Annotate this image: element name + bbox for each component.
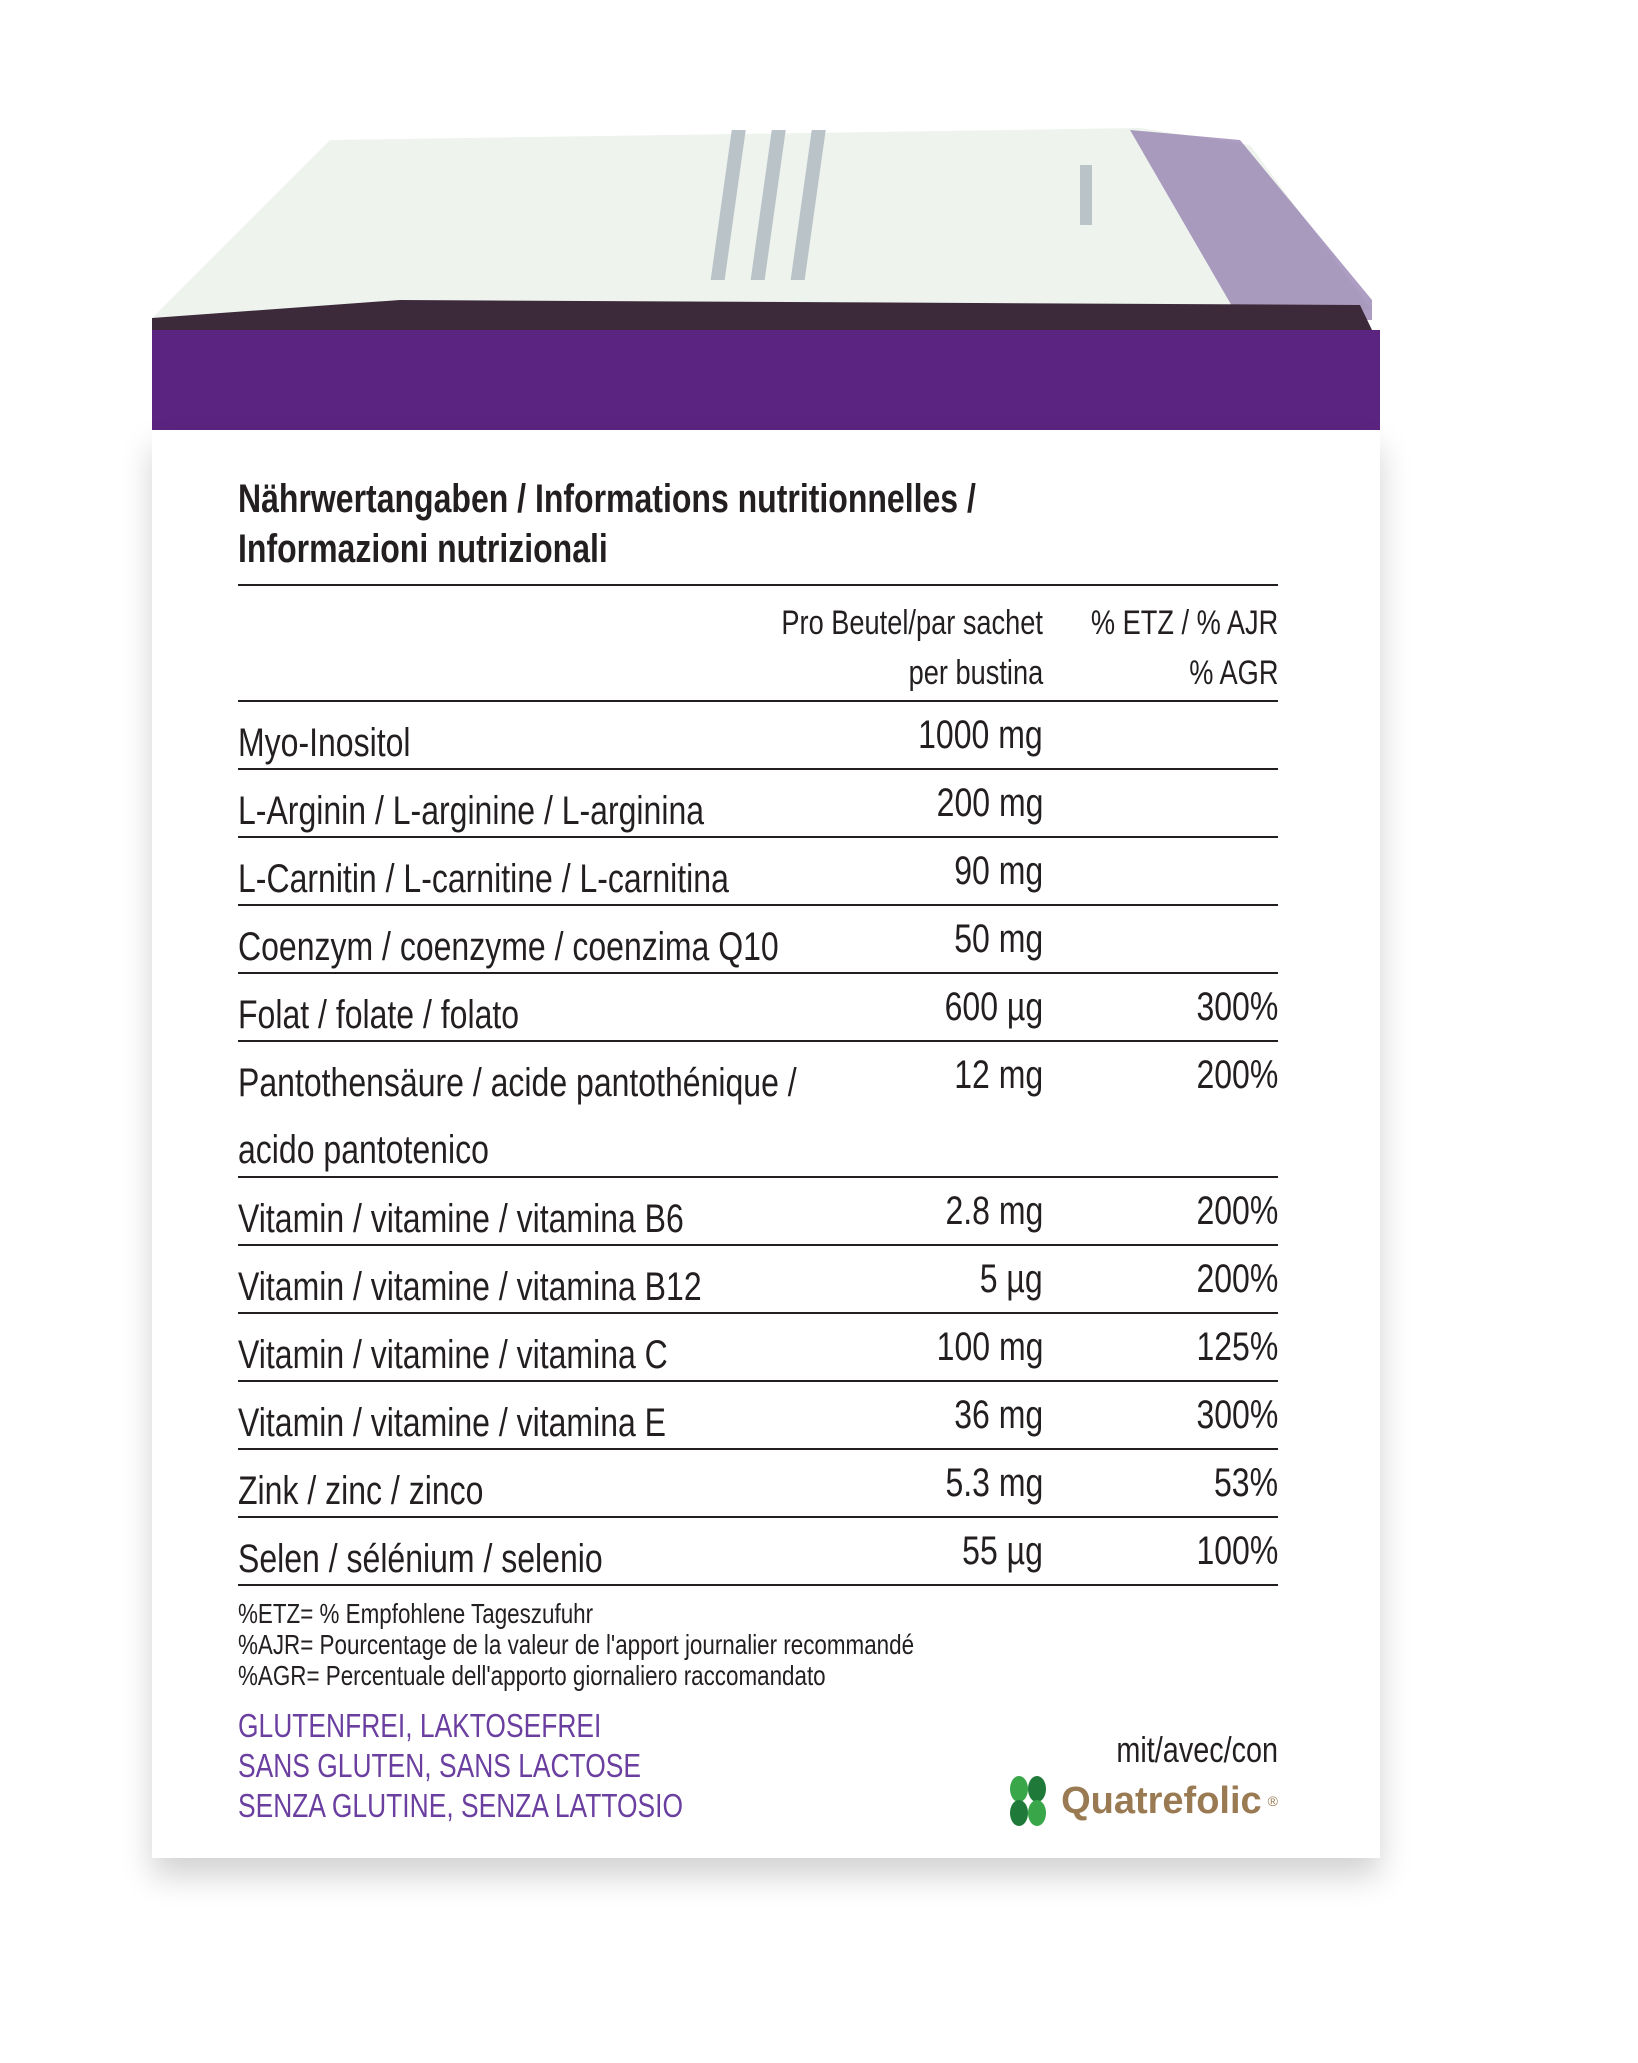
lid-text-lines bbox=[710, 130, 1092, 280]
page-title: Nährwertangaben / Informations nutrition… bbox=[238, 474, 1160, 574]
table-header: Pro Beutel/par sachet per bustina % ETZ … bbox=[238, 584, 1278, 702]
table-row: Vitamin / vitamine / vitamina B6 2.8 mg 20… bbox=[238, 1178, 1278, 1246]
footnote-ajr: %AJR= Pourcentage de la valeur de l'appo… bbox=[238, 1629, 915, 1660]
logo-prefix: mit/avec/con bbox=[1116, 1729, 1278, 1770]
logo-brand: Quatrefolic bbox=[1061, 1779, 1262, 1822]
nutrient-name: Pantothensäure / acide pantothénique / ac… bbox=[238, 1061, 797, 1172]
footnote-agr: %AGR= Percentuale dell'apporto giornalie… bbox=[238, 1660, 826, 1691]
nutrient-name: Vitamin / vitamine / vitamina B12 bbox=[238, 1265, 702, 1309]
nutrient-amount: 55 µg bbox=[962, 1529, 1043, 1573]
nutrient-percent: 200% bbox=[1196, 1257, 1278, 1301]
quatrefolic-logo: mit/avec/con Quatrefolic ® bbox=[1001, 1730, 1278, 1828]
nutrient-name: Zink / zinc / zinco bbox=[238, 1469, 484, 1513]
footnotes: %ETZ= % Empfohlene Tageszufuhr %AJR= Pou… bbox=[238, 1598, 1083, 1691]
nutrient-amount: 1000 mg bbox=[918, 713, 1043, 757]
nutrient-amount: 90 mg bbox=[954, 849, 1043, 893]
nutrient-name: Vitamin / vitamine / vitamina E bbox=[238, 1401, 667, 1445]
nutrient-amount: 5.3 mg bbox=[945, 1461, 1043, 1505]
table-row: L-Arginin / L-arginine / L-arginina 200 m… bbox=[238, 770, 1278, 838]
purple-band bbox=[152, 330, 1380, 432]
nutrient-name: L-Carnitin / L-carnitine / L-carnitina bbox=[238, 857, 729, 901]
nutrient-name: Coenzym / coenzyme / coenzima Q10 bbox=[238, 925, 779, 969]
nutrient-amount: 36 mg bbox=[954, 1393, 1043, 1437]
nutrient-amount: 50 mg bbox=[954, 917, 1043, 961]
nutrient-amount: 100 mg bbox=[936, 1325, 1043, 1369]
claim-it: SENZA GLUTINE, SENZA LATTOSIO bbox=[238, 1787, 683, 1824]
nutrient-percent: 125% bbox=[1196, 1325, 1278, 1369]
claim-fr: SANS GLUTEN, SANS LACTOSE bbox=[238, 1747, 641, 1784]
table-row: L-Carnitin / L-carnitine / L-carnitina 90… bbox=[238, 838, 1278, 906]
table-row: Myo-Inositol 1000 mg bbox=[238, 702, 1278, 770]
nutrition-panel bbox=[152, 430, 1380, 1858]
table-row: Coenzym / coenzyme / coenzima Q10 50 mg bbox=[238, 906, 1278, 974]
allergen-free-claims: GLUTENFREI, LAKTOSEFREI SANS GLUTEN, SAN… bbox=[238, 1706, 794, 1826]
header-per-sachet: Pro Beutel/par sachet per bustina bbox=[781, 604, 1043, 692]
nutrition-table: Pro Beutel/par sachet per bustina % ETZ … bbox=[238, 584, 1278, 1586]
nutrient-amount: 200 mg bbox=[936, 781, 1043, 825]
claim-de: GLUTENFREI, LAKTOSEFREI bbox=[238, 1707, 602, 1744]
table-row: Folat / folate / folato 600 µg 300% bbox=[238, 974, 1278, 1042]
lid-shadow bbox=[152, 300, 1372, 335]
nutrient-name: Vitamin / vitamine / vitamina C bbox=[238, 1333, 668, 1377]
table-row: Vitamin / vitamine / vitamina B12 5 µg 200… bbox=[238, 1246, 1278, 1314]
header-percent: % ETZ / % AJR % AGR bbox=[1090, 604, 1278, 692]
nutrient-name: Vitamin / vitamine / vitamina B6 bbox=[238, 1197, 684, 1241]
nutrient-percent: 53% bbox=[1213, 1461, 1278, 1505]
nutrient-percent: 200% bbox=[1196, 1189, 1278, 1233]
table-row: Vitamin / vitamine / vitamina E 36 mg 300% bbox=[238, 1382, 1278, 1450]
registered-mark: ® bbox=[1267, 1793, 1278, 1809]
table-row: Pantothensäure / acide pantothénique / ac… bbox=[238, 1042, 1278, 1178]
table-row: Selen / sélénium / selenio 55 µg 100% bbox=[238, 1518, 1278, 1586]
nutrient-name: L-Arginin / L-arginine / L-arginina bbox=[238, 789, 705, 833]
nutrient-amount: 2.8 mg bbox=[945, 1189, 1043, 1233]
nutrient-percent: 300% bbox=[1196, 985, 1278, 1029]
nutrient-name: Myo-Inositol bbox=[238, 721, 411, 765]
title-line-2: Informazioni nutrizionali bbox=[238, 527, 608, 571]
title-line-1: Nährwertangaben / Informations nutrition… bbox=[238, 477, 976, 521]
nutrient-percent: 300% bbox=[1196, 1393, 1278, 1437]
lid-purple-edge bbox=[1130, 130, 1372, 320]
footnote-etz: %ETZ= % Empfohlene Tageszufuhr bbox=[238, 1598, 594, 1629]
table-row: Vitamin / vitamine / vitamina C 100 mg 125… bbox=[238, 1314, 1278, 1382]
nutrient-percent: 200% bbox=[1196, 1053, 1278, 1097]
nutrient-name: Selen / sélénium / selenio bbox=[238, 1537, 603, 1581]
clover-icon bbox=[1010, 1776, 1047, 1826]
nutrient-name: Folat / folate / folato bbox=[238, 993, 520, 1037]
nutrient-amount: 600 µg bbox=[944, 985, 1043, 1029]
table-row: Zink / zinc / zinco 5.3 mg 53% bbox=[238, 1450, 1278, 1518]
nutrient-amount: 12 mg bbox=[954, 1053, 1043, 1097]
nutrient-percent: 100% bbox=[1196, 1529, 1278, 1573]
nutrient-amount: 5 µg bbox=[980, 1257, 1043, 1301]
